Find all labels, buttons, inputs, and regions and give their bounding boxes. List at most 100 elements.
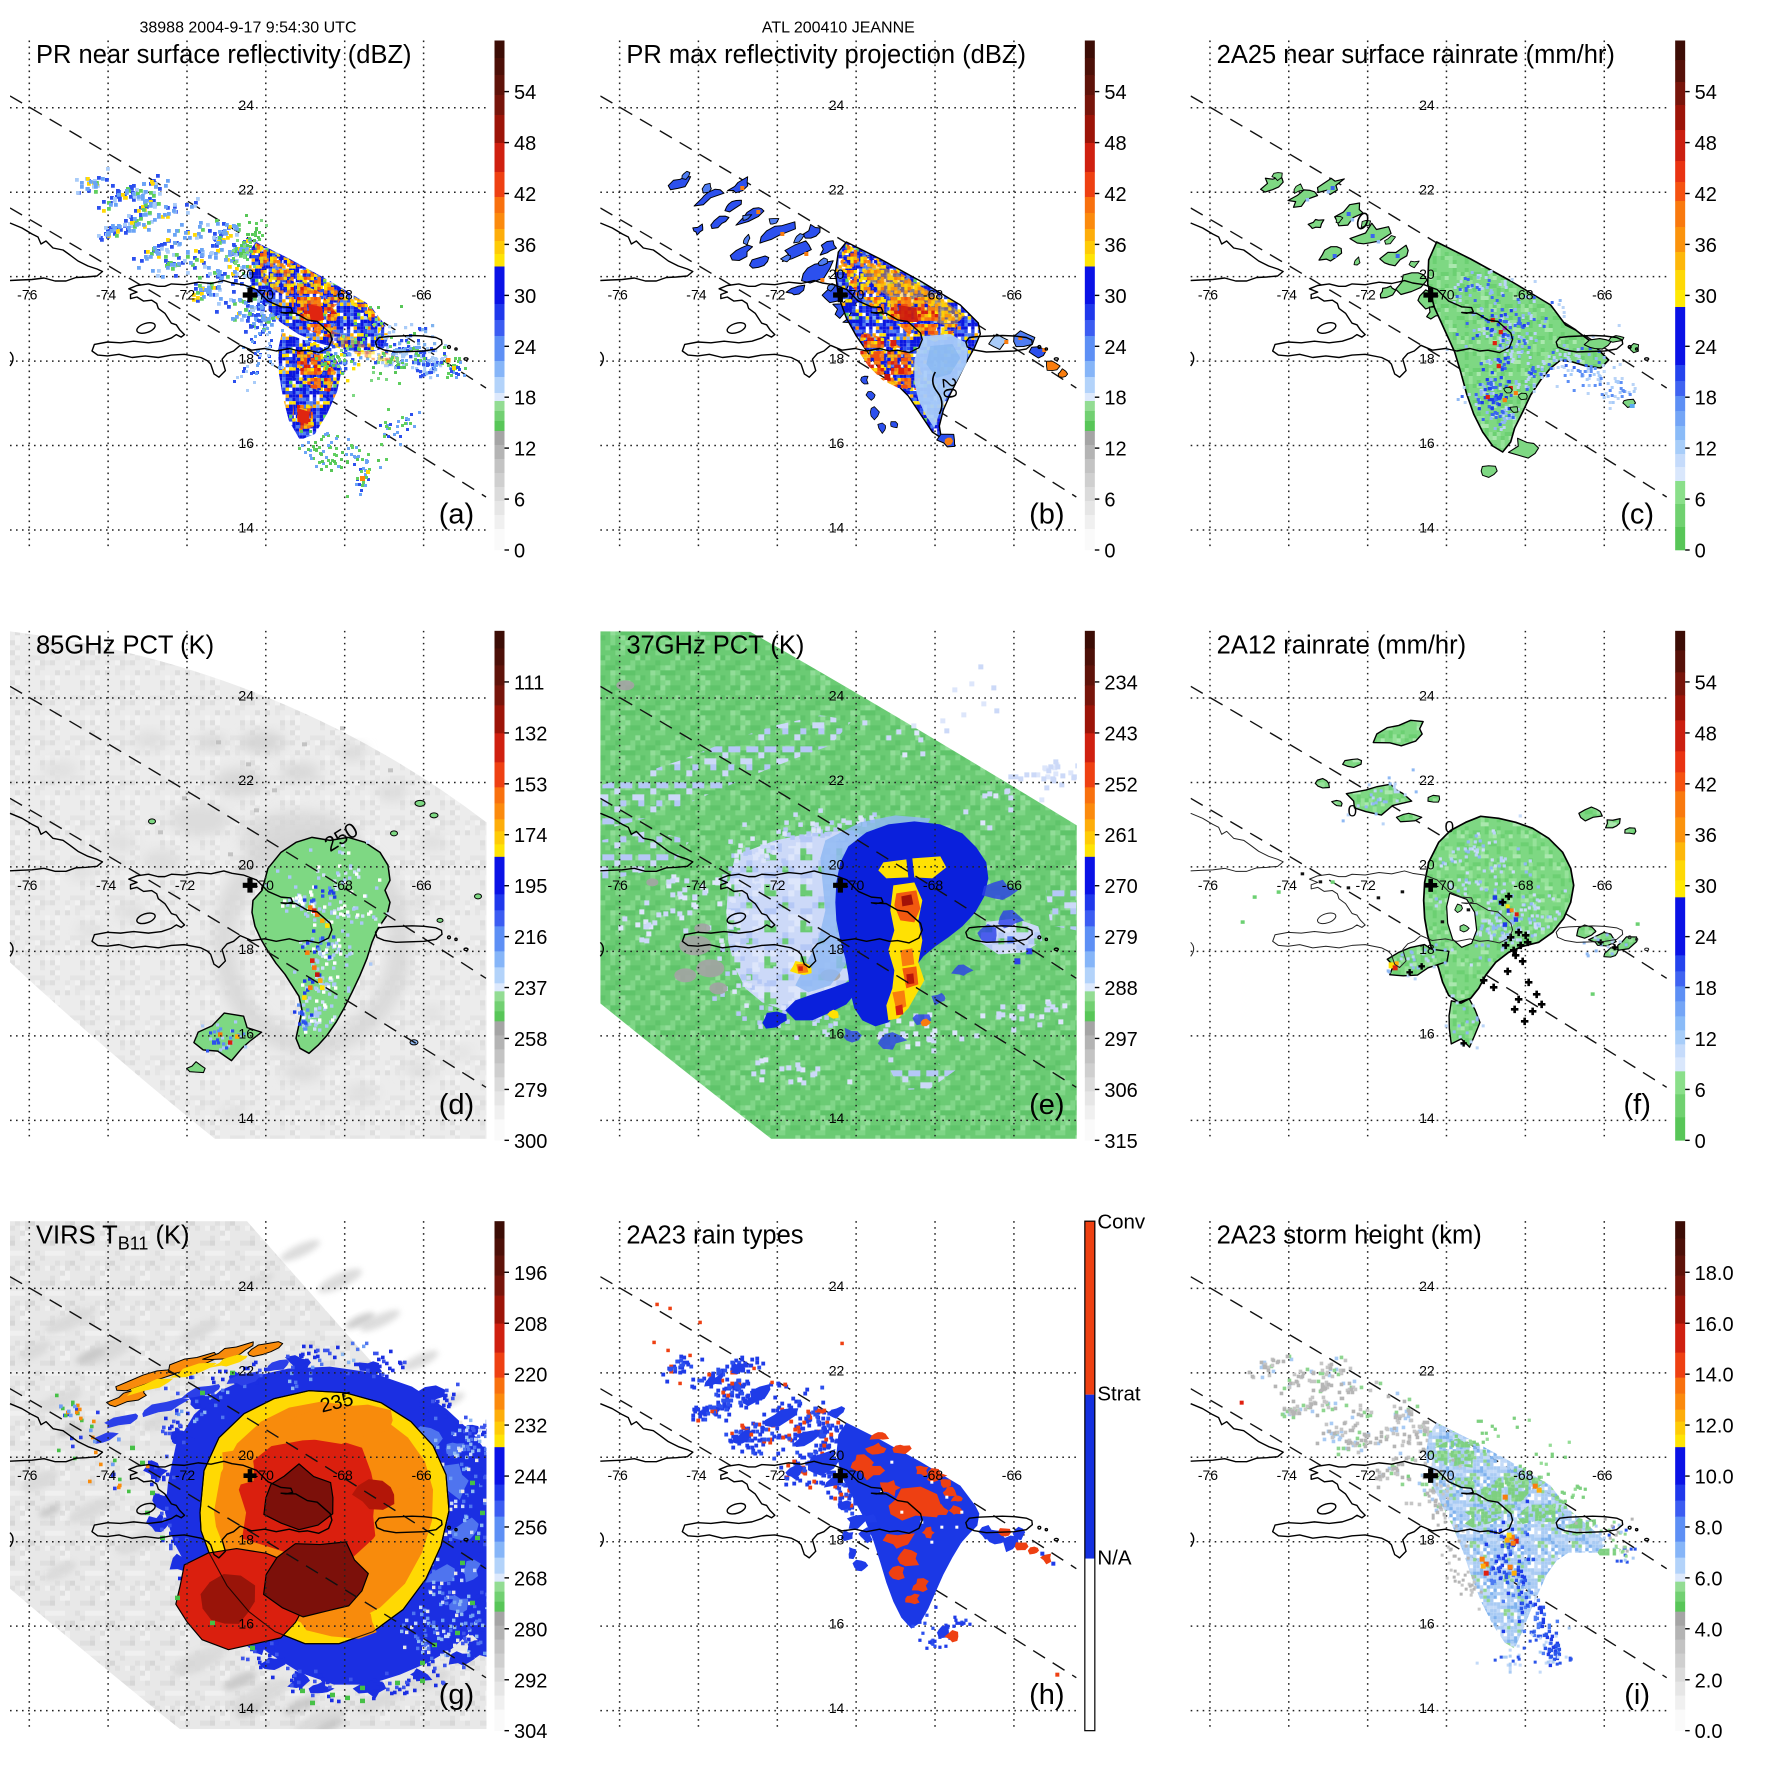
svg-text:-66: -66 bbox=[1592, 1467, 1612, 1483]
svg-text:(h): (h) bbox=[1029, 1679, 1064, 1711]
svg-text:12: 12 bbox=[1104, 439, 1126, 461]
svg-text:30: 30 bbox=[514, 286, 536, 308]
svg-text:22: 22 bbox=[238, 1362, 254, 1378]
svg-text:20: 20 bbox=[1419, 266, 1435, 282]
svg-text:54: 54 bbox=[1695, 82, 1717, 104]
svg-text:-68: -68 bbox=[1513, 1467, 1533, 1483]
svg-text:24: 24 bbox=[1419, 1278, 1435, 1294]
svg-text:6: 6 bbox=[1104, 490, 1115, 512]
svg-text:0: 0 bbox=[1695, 541, 1706, 563]
svg-text:18: 18 bbox=[238, 351, 254, 367]
svg-text:16: 16 bbox=[1419, 1616, 1435, 1632]
svg-text:-66: -66 bbox=[1002, 877, 1022, 893]
svg-text:-74: -74 bbox=[96, 1467, 116, 1483]
svg-text:153: 153 bbox=[514, 774, 547, 796]
svg-text:-66: -66 bbox=[1002, 287, 1022, 303]
svg-text:-72: -72 bbox=[765, 287, 785, 303]
svg-text:-66: -66 bbox=[411, 877, 431, 893]
svg-text:-68: -68 bbox=[333, 877, 353, 893]
svg-text:22: 22 bbox=[829, 182, 845, 198]
svg-text:Strat: Strat bbox=[1097, 1383, 1141, 1406]
svg-text:48: 48 bbox=[1695, 133, 1717, 155]
svg-text:18: 18 bbox=[514, 388, 536, 410]
svg-text:12: 12 bbox=[1695, 1029, 1717, 1051]
svg-text:-76: -76 bbox=[608, 877, 628, 893]
svg-text:-70: -70 bbox=[254, 287, 274, 303]
svg-text:18: 18 bbox=[829, 351, 845, 367]
svg-text:252: 252 bbox=[1104, 774, 1137, 796]
svg-text:22: 22 bbox=[238, 182, 254, 198]
svg-text:14: 14 bbox=[1419, 1700, 1435, 1716]
svg-text:20: 20 bbox=[238, 856, 254, 872]
svg-text:36: 36 bbox=[1695, 825, 1717, 847]
svg-text:12: 12 bbox=[1695, 439, 1717, 461]
svg-text:195: 195 bbox=[514, 876, 547, 898]
svg-text:297: 297 bbox=[1104, 1029, 1137, 1051]
svg-text:256: 256 bbox=[514, 1517, 547, 1539]
svg-text:6: 6 bbox=[514, 490, 525, 512]
svg-text:2A12 rainrate (mm/hr): 2A12 rainrate (mm/hr) bbox=[1217, 631, 1466, 659]
svg-text:-68: -68 bbox=[1513, 287, 1533, 303]
svg-text:-74: -74 bbox=[1277, 287, 1297, 303]
svg-text:-70: -70 bbox=[844, 287, 864, 303]
svg-text:18: 18 bbox=[829, 941, 845, 957]
svg-text:16: 16 bbox=[1419, 1025, 1435, 1041]
svg-text:-66: -66 bbox=[411, 287, 431, 303]
svg-text:-76: -76 bbox=[1198, 287, 1218, 303]
svg-text:2A23 rain types: 2A23 rain types bbox=[626, 1222, 803, 1250]
svg-text:196: 196 bbox=[514, 1263, 547, 1285]
svg-text:-74: -74 bbox=[686, 877, 706, 893]
svg-text:(b): (b) bbox=[1029, 499, 1064, 531]
svg-text:20: 20 bbox=[829, 1447, 845, 1463]
svg-text:54: 54 bbox=[514, 82, 536, 104]
svg-text:(c): (c) bbox=[1620, 499, 1654, 531]
svg-text:24: 24 bbox=[1419, 97, 1435, 113]
svg-text:16: 16 bbox=[829, 1616, 845, 1632]
svg-text:-74: -74 bbox=[686, 1467, 706, 1483]
svg-text:0.0: 0.0 bbox=[1695, 1721, 1723, 1743]
svg-text:(d): (d) bbox=[439, 1089, 474, 1121]
svg-text:18: 18 bbox=[1419, 1531, 1435, 1547]
svg-text:Conv: Conv bbox=[1097, 1211, 1146, 1234]
svg-text:-72: -72 bbox=[175, 1467, 195, 1483]
svg-text:261: 261 bbox=[1104, 825, 1137, 847]
svg-text:-70: -70 bbox=[254, 1467, 274, 1483]
svg-text:20: 20 bbox=[829, 266, 845, 282]
svg-text:20: 20 bbox=[1419, 856, 1435, 872]
svg-text:20: 20 bbox=[238, 1447, 254, 1463]
svg-text:18: 18 bbox=[829, 1531, 845, 1547]
svg-text:-68: -68 bbox=[1513, 877, 1533, 893]
svg-text:PR max reflectivity projection: PR max reflectivity projection (dBZ) bbox=[626, 41, 1026, 69]
svg-text:14: 14 bbox=[829, 1110, 845, 1126]
svg-text:216: 216 bbox=[514, 927, 547, 949]
svg-text:14: 14 bbox=[829, 520, 845, 536]
svg-text:-70: -70 bbox=[254, 877, 274, 893]
svg-text:24: 24 bbox=[238, 688, 254, 704]
svg-text:12.0: 12.0 bbox=[1695, 1416, 1734, 1438]
svg-text:-66: -66 bbox=[1592, 877, 1612, 893]
svg-text:42: 42 bbox=[1104, 184, 1126, 206]
svg-text:18: 18 bbox=[238, 1531, 254, 1547]
svg-text:24: 24 bbox=[1695, 337, 1717, 359]
svg-text:2.0: 2.0 bbox=[1695, 1670, 1723, 1692]
svg-text:16: 16 bbox=[238, 1616, 254, 1632]
svg-text:-72: -72 bbox=[1356, 1467, 1376, 1483]
svg-text:16: 16 bbox=[829, 435, 845, 451]
svg-text:-74: -74 bbox=[1277, 1467, 1297, 1483]
svg-text:54: 54 bbox=[1695, 672, 1717, 694]
svg-text:30: 30 bbox=[1695, 876, 1717, 898]
svg-text:-70: -70 bbox=[844, 1467, 864, 1483]
svg-text:(e): (e) bbox=[1029, 1089, 1064, 1121]
svg-text:(a): (a) bbox=[439, 499, 474, 531]
svg-text:-70: -70 bbox=[1434, 877, 1454, 893]
svg-text:-72: -72 bbox=[765, 877, 785, 893]
svg-text:4.0: 4.0 bbox=[1695, 1619, 1723, 1641]
svg-text:14: 14 bbox=[238, 1110, 254, 1126]
svg-text:-68: -68 bbox=[923, 287, 943, 303]
svg-text:-74: -74 bbox=[96, 877, 116, 893]
svg-text:18: 18 bbox=[1419, 351, 1435, 367]
svg-text:18: 18 bbox=[238, 941, 254, 957]
svg-text:-76: -76 bbox=[1198, 877, 1218, 893]
svg-text:36: 36 bbox=[1104, 235, 1126, 257]
svg-text:2A25 near surface rainrate (mm: 2A25 near surface rainrate (mm/hr) bbox=[1217, 41, 1615, 69]
